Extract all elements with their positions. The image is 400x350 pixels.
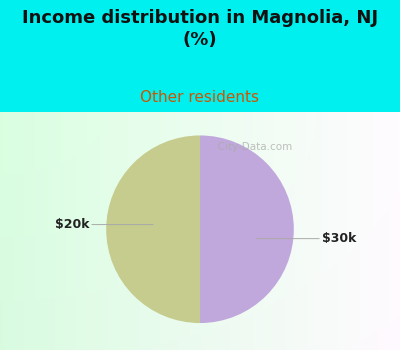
Wedge shape [106, 135, 200, 323]
Text: City-Data.com: City-Data.com [211, 142, 292, 152]
Text: Income distribution in Magnolia, NJ
(%): Income distribution in Magnolia, NJ (%) [22, 9, 378, 49]
Text: Other residents: Other residents [140, 90, 260, 105]
Text: $30k: $30k [256, 232, 356, 245]
Text: $20k: $20k [55, 218, 153, 231]
Wedge shape [200, 135, 294, 323]
